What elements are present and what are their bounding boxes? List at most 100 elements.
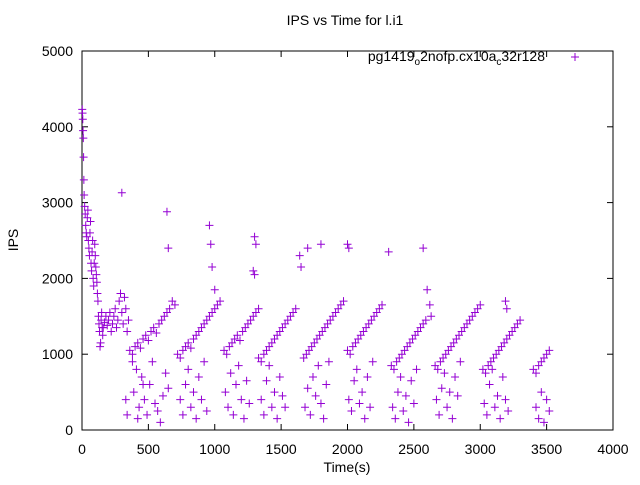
data-point — [245, 399, 254, 408]
data-point — [121, 395, 130, 404]
data-point — [537, 388, 546, 397]
data-point — [87, 266, 96, 275]
data-point — [158, 391, 167, 400]
legend-marker-symbol — [571, 53, 579, 61]
data-point — [231, 380, 240, 389]
x-axis-label: Time(s) — [324, 459, 371, 475]
data-point — [435, 410, 444, 419]
data-point — [322, 380, 331, 389]
data-point — [82, 232, 91, 241]
data-point — [96, 338, 105, 347]
data-point — [339, 297, 348, 306]
data-point — [181, 380, 190, 389]
x-tick-label: 500 — [137, 441, 161, 457]
data-point — [358, 388, 367, 397]
data-point — [539, 418, 548, 427]
data-point — [184, 338, 193, 347]
data-point — [79, 175, 88, 184]
data-point — [404, 418, 413, 427]
data-point — [409, 399, 418, 408]
data-point — [208, 263, 217, 272]
data-points — [78, 105, 554, 427]
data-point — [123, 327, 132, 336]
data-point — [111, 304, 120, 313]
data-point — [352, 365, 361, 374]
data-point — [113, 316, 122, 325]
data-point — [270, 388, 279, 397]
data-point — [235, 336, 244, 345]
data-point — [437, 384, 446, 393]
data-point — [184, 365, 193, 374]
data-point — [128, 350, 137, 359]
data-point — [145, 380, 154, 389]
data-point — [273, 414, 282, 423]
data-point — [262, 376, 271, 385]
y-tick-label: 1000 — [42, 346, 73, 362]
data-point — [314, 361, 323, 370]
data-point — [501, 297, 510, 306]
data-point — [149, 323, 158, 332]
data-point — [384, 247, 393, 256]
data-point — [451, 372, 460, 381]
data-point — [81, 221, 90, 230]
data-point — [136, 344, 145, 353]
data-point — [301, 403, 310, 412]
x-tick-label: 1000 — [199, 441, 230, 457]
data-point — [343, 240, 352, 249]
data-point — [92, 270, 101, 279]
data-point — [115, 297, 124, 306]
data-point — [178, 410, 187, 419]
data-point — [389, 365, 398, 374]
data-point — [148, 357, 157, 366]
data-point — [94, 319, 103, 328]
data-point — [90, 259, 99, 268]
data-point — [116, 289, 125, 298]
data-point — [91, 263, 100, 272]
data-point — [545, 407, 554, 416]
data-point — [233, 331, 242, 340]
data-point — [133, 414, 142, 423]
x-tick-label: 0 — [78, 441, 86, 457]
x-tick-label: 4000 — [597, 441, 628, 457]
data-point — [229, 410, 238, 419]
data-point — [197, 395, 206, 404]
data-point — [78, 115, 87, 124]
data-point — [105, 308, 114, 317]
data-point — [119, 319, 128, 328]
y-tick-label: 0 — [65, 422, 73, 438]
data-point — [456, 357, 465, 366]
legend-label: pg1419o2nofp.cx10ac32r128 — [368, 48, 545, 68]
data-point — [476, 300, 485, 309]
legend: pg1419o2nofp.cx10ac32r128 — [368, 48, 579, 68]
data-point — [152, 328, 161, 337]
data-point — [112, 323, 121, 332]
data-point — [117, 188, 126, 197]
data-point — [308, 372, 317, 381]
data-point — [344, 244, 353, 253]
data-point — [88, 247, 97, 256]
data-point — [128, 357, 137, 366]
data-point — [79, 126, 88, 135]
data-point — [344, 395, 353, 404]
data-point — [378, 300, 387, 309]
data-point — [170, 300, 179, 309]
data-point — [202, 407, 211, 416]
data-point — [388, 403, 397, 412]
data-point — [534, 414, 543, 423]
data-point — [445, 388, 454, 397]
data-point — [291, 304, 300, 313]
axis-ticks: 0 500 1000 1500 2000 2500 3000 3500 4000 0 1000 200… — [42, 43, 629, 457]
data-point — [97, 308, 106, 317]
data-point — [210, 285, 219, 294]
data-point — [480, 399, 489, 408]
data-point — [109, 312, 118, 321]
data-point — [496, 414, 505, 423]
data-point — [542, 395, 551, 404]
data-point — [453, 391, 462, 400]
data-point — [440, 369, 449, 378]
data-point — [516, 316, 525, 325]
data-point — [222, 350, 231, 359]
x-tick-label: 3500 — [531, 441, 562, 457]
data-point — [432, 395, 441, 404]
